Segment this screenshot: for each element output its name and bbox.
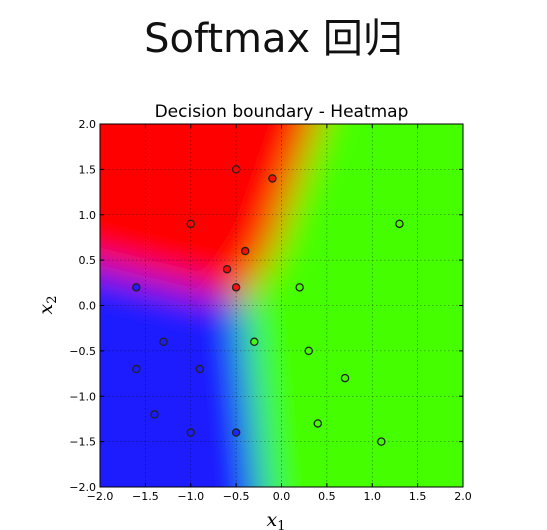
x-axis-label: x1 bbox=[267, 509, 286, 530]
y-tick-label: 1.0 bbox=[79, 209, 97, 222]
x-axis-ticks: −2.0 −1.5 −1.0 −0.5 0.0 0.5 1.0 1.5 2.0 bbox=[87, 124, 472, 503]
x-tick-label: 0.5 bbox=[318, 490, 336, 503]
y-tick-label: −1.5 bbox=[69, 436, 96, 449]
point-blue bbox=[132, 283, 141, 292]
point-blue bbox=[195, 364, 205, 374]
point-green bbox=[304, 346, 313, 356]
point-red bbox=[240, 246, 250, 256]
y-tick-label: −2.0 bbox=[69, 481, 96, 494]
x-tick-label: −1.0 bbox=[177, 490, 204, 503]
y-axis-label: x2 bbox=[35, 296, 60, 315]
region-blue bbox=[100, 266, 259, 487]
point-red bbox=[231, 283, 241, 292]
point-green bbox=[340, 373, 350, 383]
x-tick-label: 0.0 bbox=[273, 490, 291, 503]
point-green bbox=[395, 219, 404, 229]
point-green bbox=[295, 283, 304, 292]
x-tick-label: 2.0 bbox=[454, 490, 472, 503]
x-tick-label: −2.0 bbox=[87, 490, 114, 503]
x-tick-label: 1.0 bbox=[364, 490, 382, 503]
y-tick-label: −1.0 bbox=[69, 390, 96, 403]
y-tick-label: 0.5 bbox=[79, 254, 97, 267]
y-tick-label: −0.5 bbox=[69, 345, 96, 358]
point-blue bbox=[231, 428, 241, 437]
point-red bbox=[186, 219, 195, 229]
point-red bbox=[222, 264, 232, 274]
point-blue bbox=[132, 364, 141, 374]
point-green bbox=[377, 437, 386, 446]
y-tick-label: 1.5 bbox=[79, 163, 97, 176]
region-red bbox=[100, 124, 316, 301]
x-tick-label: −1.5 bbox=[132, 490, 159, 503]
data-points bbox=[132, 165, 404, 446]
point-red bbox=[268, 174, 277, 183]
point-blue bbox=[186, 428, 195, 437]
y-axis-ticks: −2.0 −1.5 −1.0 −0.5 0.0 0.5 1.0 1.5 2.0 bbox=[69, 118, 463, 494]
chart-title: Decision boundary - Heatmap bbox=[155, 102, 409, 122]
point-green bbox=[250, 337, 259, 347]
x-tick-label: 1.5 bbox=[409, 490, 427, 503]
point-blue bbox=[150, 410, 159, 419]
y-tick-label: 0.0 bbox=[79, 300, 97, 313]
point-green bbox=[313, 419, 323, 428]
point-red bbox=[231, 165, 241, 174]
page-title: Softmax 回归 bbox=[144, 16, 403, 62]
point-blue bbox=[159, 337, 168, 347]
x-tick-label: −0.5 bbox=[223, 490, 250, 503]
y-tick-label: 2.0 bbox=[79, 118, 97, 131]
grid-lines bbox=[100, 124, 463, 487]
